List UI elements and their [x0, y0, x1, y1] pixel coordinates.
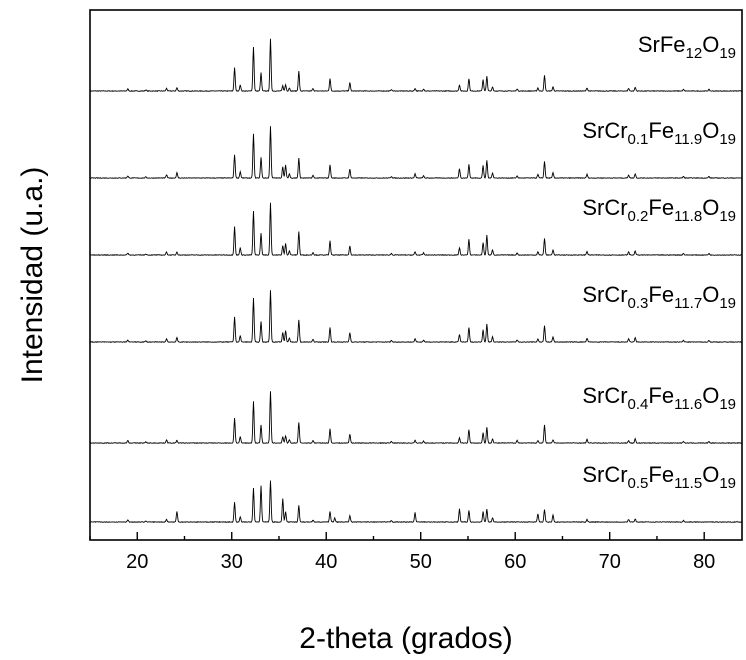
- y-axis-title: Intensidad (u.a.): [16, 167, 49, 384]
- x-axis-ticks: [89, 532, 705, 540]
- x-axis-title: 2-theta (grados): [299, 622, 512, 655]
- series-line: [89, 480, 743, 523]
- series-line: [89, 202, 743, 257]
- series-labels: SrFe12O19 SrCr0.1Fe11.9O19 SrCr0.2Fe11.8O1…: [582, 32, 736, 492]
- x-tick-label: 50: [410, 551, 432, 573]
- x-axis-tick-labels: 20 30 40 50 60 70 80: [126, 551, 715, 573]
- x-tick-label: 70: [599, 551, 621, 573]
- x-tick-label: 30: [221, 551, 243, 573]
- x-tick-label: 40: [315, 551, 337, 573]
- series-label: SrCr0.3Fe11.7O19: [582, 282, 736, 312]
- x-tick-label: 20: [126, 551, 148, 573]
- series-label: SrFe12O19: [638, 32, 736, 62]
- series-line: [89, 290, 743, 343]
- series-line: [89, 391, 743, 445]
- series-label: SrCr0.5Fe11.5O19: [582, 462, 736, 492]
- x-tick-label: 80: [693, 551, 715, 573]
- plot-frame: [89, 9, 743, 541]
- series-line: [89, 126, 743, 180]
- series-label: SrCr0.2Fe11.8O19: [582, 195, 736, 225]
- series-line: [89, 38, 743, 93]
- series-label: SrCr0.1Fe11.9O19: [582, 118, 736, 148]
- series-label: SrCr0.4Fe11.6O19: [582, 383, 736, 413]
- series-lines: [89, 38, 743, 523]
- x-tick-label: 60: [504, 551, 526, 573]
